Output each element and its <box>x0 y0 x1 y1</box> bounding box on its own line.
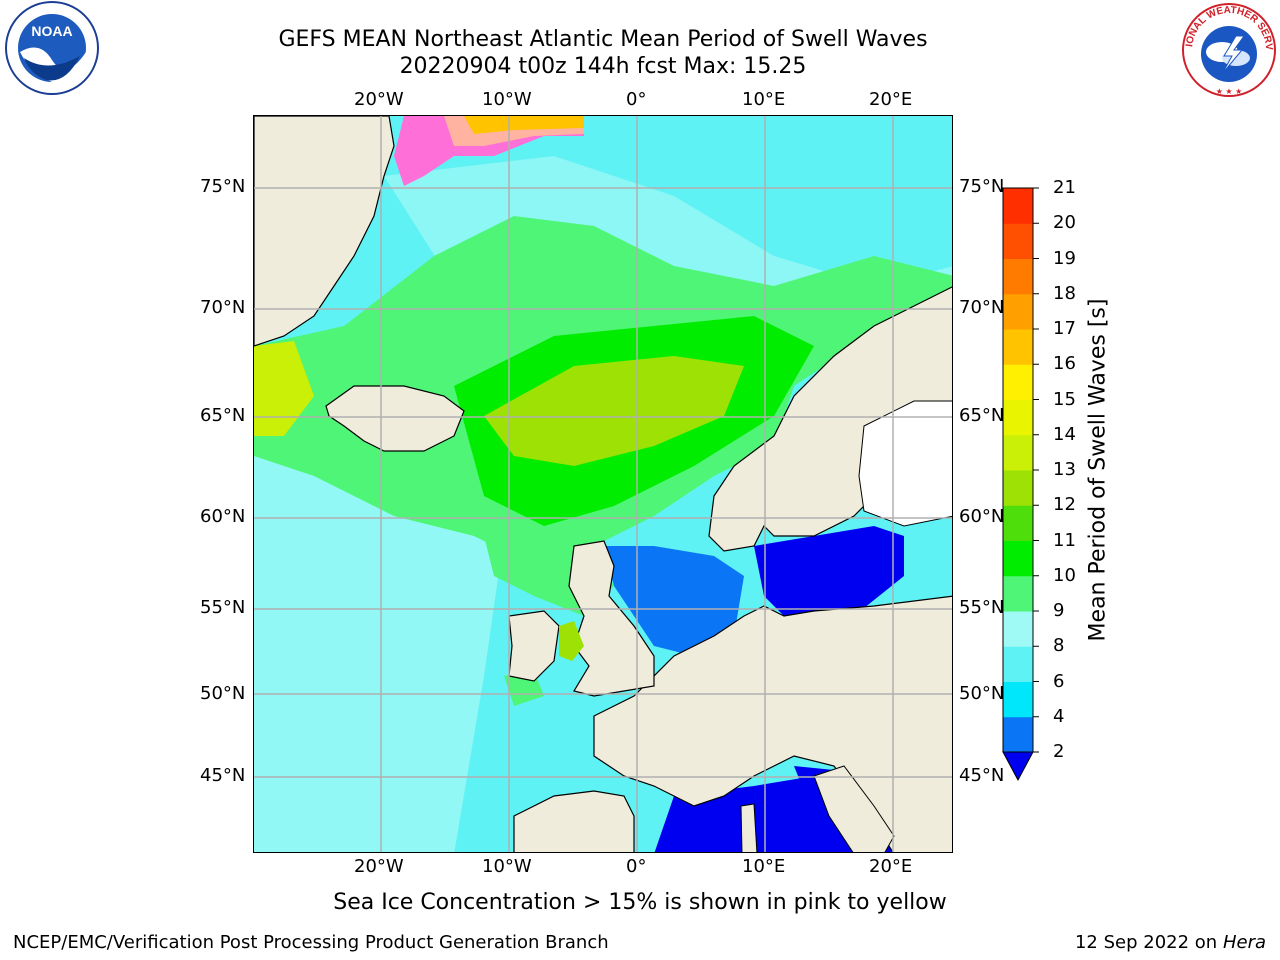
lat-tick-left-55n: 55°N <box>200 597 246 618</box>
colorbar-tick-label: 4 <box>1053 705 1065 727</box>
colorbar-segment <box>1003 293 1033 330</box>
colorbar-tick-label: 19 <box>1053 247 1076 269</box>
footer-date-text: 12 Sep 2022 on <box>1074 932 1218 953</box>
lon-tick-top-10e: 10°E <box>742 89 786 110</box>
noaa-logo-text: NOAA <box>31 23 72 39</box>
lat-tick-right-65n: 65°N <box>959 405 1005 426</box>
colorbar-tick-label: 18 <box>1053 282 1076 304</box>
footer-host: Hera <box>1222 932 1266 953</box>
lon-tick-top-20e: 20°E <box>869 89 913 110</box>
lon-tick-bottom-20w: 20°W <box>354 856 404 877</box>
colorbar-tick-label: 20 <box>1053 212 1076 234</box>
colorbar-tick-label: 12 <box>1053 494 1076 516</box>
lat-tick-left-70n: 70°N <box>200 297 246 318</box>
lat-tick-right-70n: 70°N <box>959 297 1005 318</box>
colorbar-under-arrow <box>1002 751 1034 782</box>
colorbar-tick-label: 11 <box>1053 529 1076 551</box>
sea-ice-caption: Sea Ice Concentration > 15% is shown in … <box>333 890 947 915</box>
map-panel <box>253 115 953 853</box>
colorbar-segment <box>1003 646 1033 682</box>
colorbar-segment <box>1003 364 1033 400</box>
lat-tick-left-75n: 75°N <box>200 176 246 197</box>
lat-tick-left-65n: 65°N <box>200 405 246 426</box>
colorbar-segment <box>1003 434 1033 471</box>
lon-tick-bottom-20e: 20°E <box>869 856 913 877</box>
chart-subtitle: 20220904 t00z 144h fcst Max: 15.25 <box>399 54 807 79</box>
lat-tick-left-50n: 50°N <box>200 683 246 704</box>
colorbar-tick-label: 2 <box>1053 741 1065 762</box>
colorbar-label: Mean Period of Swell Waves [s] <box>1085 298 1111 642</box>
swell-period-map <box>254 116 952 852</box>
colorbar-segment <box>1003 505 1033 541</box>
lat-tick-right-50n: 50°N <box>959 683 1005 704</box>
noaa-logo-icon: NOAA <box>0 0 104 104</box>
colorbar-segment <box>1003 716 1033 753</box>
colorbar-segment <box>1003 470 1033 506</box>
lon-tick-bottom-10w: 10°W <box>482 856 532 877</box>
lat-tick-right-55n: 55°N <box>959 597 1005 618</box>
graticule <box>254 116 952 852</box>
colorbar-segment <box>1003 188 1033 224</box>
lon-tick-bottom-10e: 10°E <box>742 856 786 877</box>
colorbar-segment <box>1003 258 1033 295</box>
footer-date: 12 Sep 2022 on Hera <box>1075 932 1266 953</box>
colorbar-segment <box>1003 329 1033 365</box>
lat-tick-right-60n: 60°N <box>959 506 1005 527</box>
colorbar-tick-label: 9 <box>1053 600 1065 621</box>
colorbar-segment <box>1003 611 1033 647</box>
colorbar-tick-label: 13 <box>1053 459 1076 480</box>
colorbar-tick-label: 17 <box>1053 318 1076 339</box>
colorbar-tick-label: 8 <box>1053 635 1065 657</box>
lon-tick-top-20w: 20°W <box>354 89 404 110</box>
footer-credit: NCEP/EMC/Verification Post Processing Pr… <box>13 932 609 953</box>
colorbar-segment <box>1003 575 1033 612</box>
colorbar-tick-label: 16 <box>1053 353 1076 375</box>
lon-tick-top-10w: 10°W <box>482 89 532 110</box>
colorbar-tick-label: 6 <box>1053 670 1065 692</box>
colorbar-tick-label: 15 <box>1053 388 1076 410</box>
colorbar-segment <box>1003 681 1033 718</box>
lon-tick-top-0: 0° <box>626 89 647 110</box>
colorbar <box>1002 187 1039 782</box>
colorbar-tick-label: 10 <box>1053 564 1076 586</box>
colorbar-tick-label: 21 <box>1053 177 1076 198</box>
lat-tick-right-45n: 45°N <box>959 765 1005 786</box>
lat-tick-right-75n: 75°N <box>959 176 1005 197</box>
nws-logo-icon: NATIONAL WEATHER SERVICE ★ ★ ★ <box>1174 0 1280 102</box>
svg-text:★ ★ ★: ★ ★ ★ <box>1216 87 1243 96</box>
colorbar-segment <box>1003 223 1033 259</box>
chart-title: GEFS MEAN Northeast Atlantic Mean Period… <box>278 27 928 52</box>
colorbar-segment <box>1003 540 1033 577</box>
colorbar-segment <box>1003 399 1033 436</box>
lat-tick-left-60n: 60°N <box>200 506 246 527</box>
colorbar-tick-label: 14 <box>1053 423 1076 445</box>
lon-tick-bottom-0: 0° <box>626 856 647 877</box>
lat-tick-left-45n: 45°N <box>200 765 246 786</box>
